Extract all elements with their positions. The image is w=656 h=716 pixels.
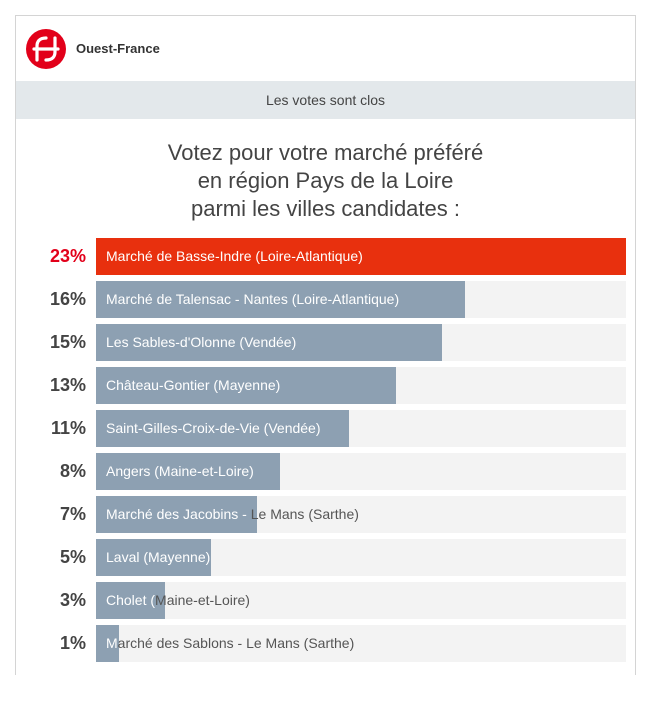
result-label: Angers (Maine-et-Loire) [106,463,254,479]
result-label: Château-Gontier (Mayenne) [106,377,281,393]
result-row: 16% Marché de Talensac - Nantes (Loire-At… [16,281,635,318]
result-label: Marché des Sablons - Le Mans (Sarthe) [106,635,355,651]
result-bar-fill [96,539,211,576]
result-label: Cholet (Maine-et-Loire) [106,592,250,608]
result-row: 5% Laval (Mayenne) [16,539,635,576]
result-percentage: 13% [49,375,86,395]
result-bar-fill [96,496,257,533]
result-row: 7% Marché des Jacobins - Le Mans (Sarthe) [16,496,635,533]
result-bar-fill [96,238,626,275]
result-bar-track: Angers (Maine-et-Loire) [96,453,626,490]
result-label: Les Sables-d'Olonne (Vendée) [106,334,297,350]
result-bar-track: Marché de Basse-Indre (Loire-Atlantique) [96,238,626,275]
result-row: 13% Château-Gontier (Mayenne) [16,367,635,404]
result-bar-track: Château-Gontier (Mayenne) [96,367,626,404]
result-percentage: 3% [59,590,86,610]
votes-closed-banner: Les votes sont clos [16,81,635,119]
result-percentage: 11% [50,418,86,438]
result-bar-fill [96,367,396,404]
votes-closed-text: Les votes sont clos [265,92,386,108]
result-bar-track: Cholet (Maine-et-Loire) [96,582,626,619]
result-row: 23% Marché de Basse-Indre (Loire-Atlantiq… [16,238,635,275]
result-label: Marché de Talensac - Nantes (Loire-Atlan… [106,291,400,307]
result-percentage: 23% [49,246,86,266]
result-bar-track: Les Sables-d'Olonne (Vendée) [96,324,626,361]
result-row: 3% Cholet (Maine-et-Loire) [16,582,635,619]
result-bar-track: Laval (Mayenne) [96,539,626,576]
result-row: 15% Les Sables-d'Olonne (Vendée) [16,324,635,361]
result-bar-fill [96,410,349,447]
poll-widget: Ouest-France Les votes sont clos Votez p… [15,15,636,675]
poll-question-line: en région Pays de la Loire [197,168,454,193]
poll-question-line: Votez pour votre marché préféré [167,140,484,165]
result-label: Laval (Mayenne) [106,549,211,565]
result-bar-track: Saint-Gilles-Croix-de-Vie (Vendée) [96,410,626,447]
result-bar-fill [96,625,119,662]
result-bar-track: Marché de Talensac - Nantes (Loire-Atlan… [96,281,626,318]
poll-question: Votez pour votre marché préféré en régio… [16,139,635,223]
result-bar-fill [96,453,280,490]
result-label: Marché de Basse-Indre (Loire-Atlantique) [106,248,363,264]
result-bar-fill [96,281,465,318]
result-percentage: 15% [49,332,86,352]
result-label: Marché des Jacobins - Le Mans (Sarthe) [106,506,359,522]
result-bar-track: Marché des Jacobins - Le Mans (Sarthe) [96,496,626,533]
result-percentage: 16% [49,289,86,309]
result-percentage: 7% [59,504,86,524]
result-label: Saint-Gilles-Croix-de-Vie (Vendée) [106,420,321,436]
result-bar-track: Marché des Sablons - Le Mans (Sarthe) [96,625,626,662]
brand-name[interactable]: Ouest-France [76,41,160,56]
result-row: 1% Marché des Sablons - Le Mans (Sarthe) [16,625,635,662]
poll-question-line: parmi les villes candidates : [190,196,460,221]
result-row: 8% Angers (Maine-et-Loire) [16,453,635,490]
ouest-france-logo-icon[interactable] [26,28,66,69]
result-percentage: 1% [59,633,86,653]
result-bar-fill [96,324,442,361]
result-bar-fill [96,582,165,619]
result-percentage: 8% [59,461,86,481]
result-row: 11% Saint-Gilles-Croix-de-Vie (Vendée) [16,410,635,447]
poll-header: Ouest-France [16,16,635,81]
result-percentage: 5% [59,547,86,567]
